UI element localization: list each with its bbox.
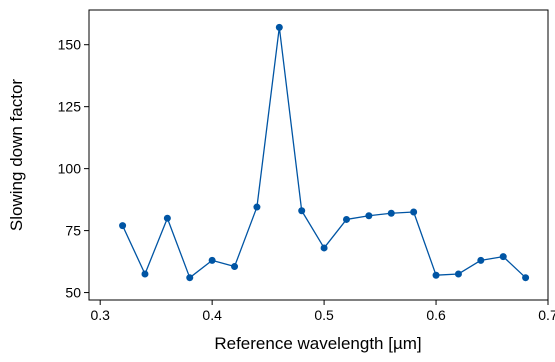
data-point [253, 203, 261, 211]
data-point [186, 274, 194, 282]
y-tick-label: 100 [58, 161, 82, 177]
x-axis-title: Reference wavelength [µm] [214, 334, 421, 353]
data-point [499, 253, 507, 261]
data-point [298, 207, 306, 215]
data-point [410, 208, 418, 216]
x-tick-label: 0.7 [538, 307, 555, 323]
x-tick-label: 0.5 [314, 307, 334, 323]
y-axis-title: Slowing down factor [7, 79, 26, 231]
data-point [454, 270, 462, 278]
data-point [141, 270, 149, 278]
y-tick-label: 125 [58, 99, 82, 115]
data-point [119, 222, 127, 230]
x-tick-label: 0.6 [426, 307, 446, 323]
data-point [432, 271, 440, 279]
data-point [163, 214, 171, 222]
plot-frame [88, 9, 549, 301]
data-point [231, 263, 239, 271]
x-tick-label: 0.4 [202, 307, 222, 323]
data-point [387, 209, 395, 217]
data-point [275, 23, 283, 31]
series-layer [119, 23, 530, 282]
data-point [477, 256, 485, 264]
y-tick-label: 75 [65, 223, 81, 239]
data-point [522, 274, 530, 282]
data-point [208, 256, 216, 264]
data-point [342, 215, 350, 223]
plot-area [89, 10, 548, 300]
data-point [320, 244, 328, 252]
x-tick-label: 0.3 [90, 307, 110, 323]
y-axis: 50 75 100 125 150 [58, 37, 89, 301]
data-point [365, 212, 373, 220]
y-tick-label: 150 [58, 37, 82, 53]
y-tick-label: 50 [65, 285, 81, 301]
x-axis: 0.3 0.4 0.5 0.6 0.7 [90, 300, 555, 323]
